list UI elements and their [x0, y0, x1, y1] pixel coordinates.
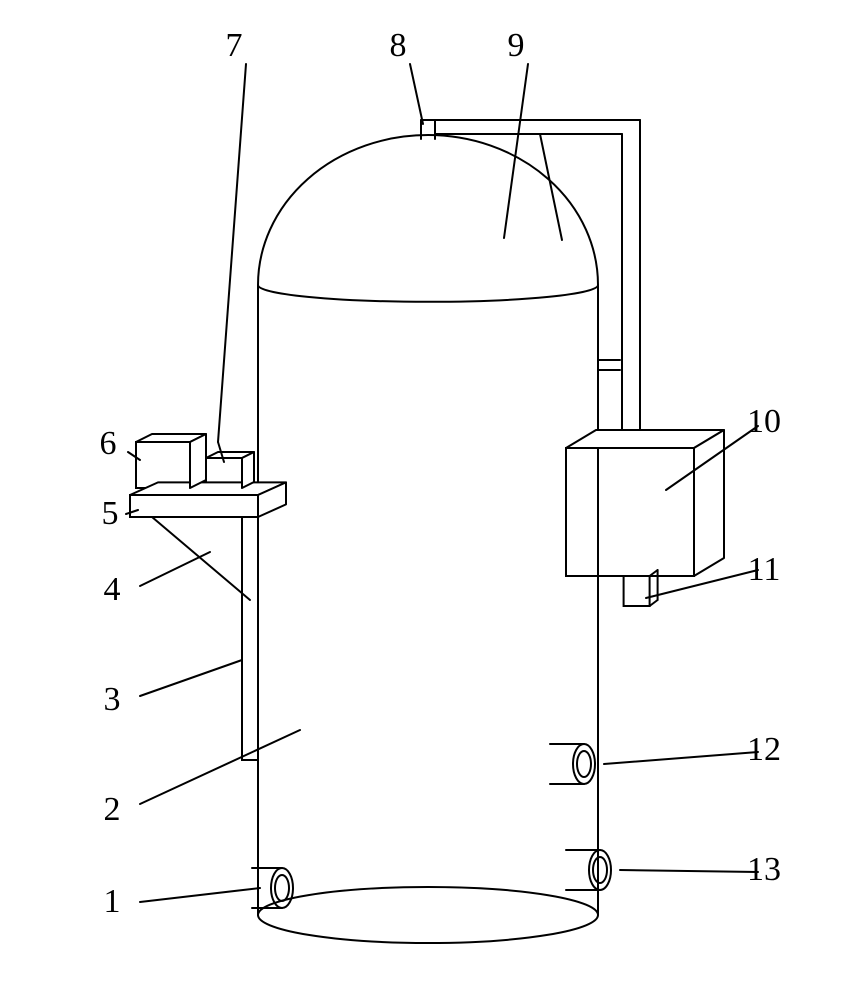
- left-big-box: [136, 442, 190, 488]
- label-text-11: 11: [748, 551, 781, 588]
- label-text-5: 5: [102, 495, 119, 532]
- label-text-4: 4: [104, 571, 121, 608]
- tank-bottom-ellipse: [258, 887, 598, 943]
- label-11: 11: [748, 551, 781, 588]
- left-vertical-bar: [242, 510, 258, 760]
- label-text-2: 2: [104, 791, 121, 828]
- tank-dome: [258, 135, 598, 285]
- right-box-outlet: [624, 576, 650, 606]
- left-shelf-brace: [152, 517, 250, 600]
- label-text-1: 1: [104, 883, 121, 920]
- label-text-13: 13: [747, 851, 781, 888]
- label-5: 5: [102, 495, 119, 532]
- right-box: [566, 448, 694, 606]
- label-text-12: 12: [747, 731, 781, 768]
- right-box-front: [566, 448, 694, 576]
- tank-dome-seam: [258, 285, 598, 302]
- label-text-8: 8: [390, 27, 407, 64]
- label-8: 8: [390, 27, 407, 64]
- label-text-10: 10: [747, 403, 781, 440]
- label-text-6: 6: [100, 425, 117, 462]
- label-4: 4: [104, 571, 121, 608]
- label-3: 3: [104, 681, 121, 718]
- label-13: 13: [747, 851, 781, 888]
- left-shelf-front: [130, 495, 258, 517]
- label-7: 7: [226, 27, 243, 64]
- label-9: 9: [508, 27, 525, 64]
- label-1: 1: [104, 883, 121, 920]
- label-6: 6: [100, 425, 117, 462]
- label-text-3: 3: [104, 681, 121, 718]
- label-text-9: 9: [508, 27, 525, 64]
- label-2: 2: [104, 791, 121, 828]
- label-10: 10: [747, 403, 781, 440]
- label-text-7: 7: [226, 27, 243, 64]
- label-12: 12: [747, 731, 781, 768]
